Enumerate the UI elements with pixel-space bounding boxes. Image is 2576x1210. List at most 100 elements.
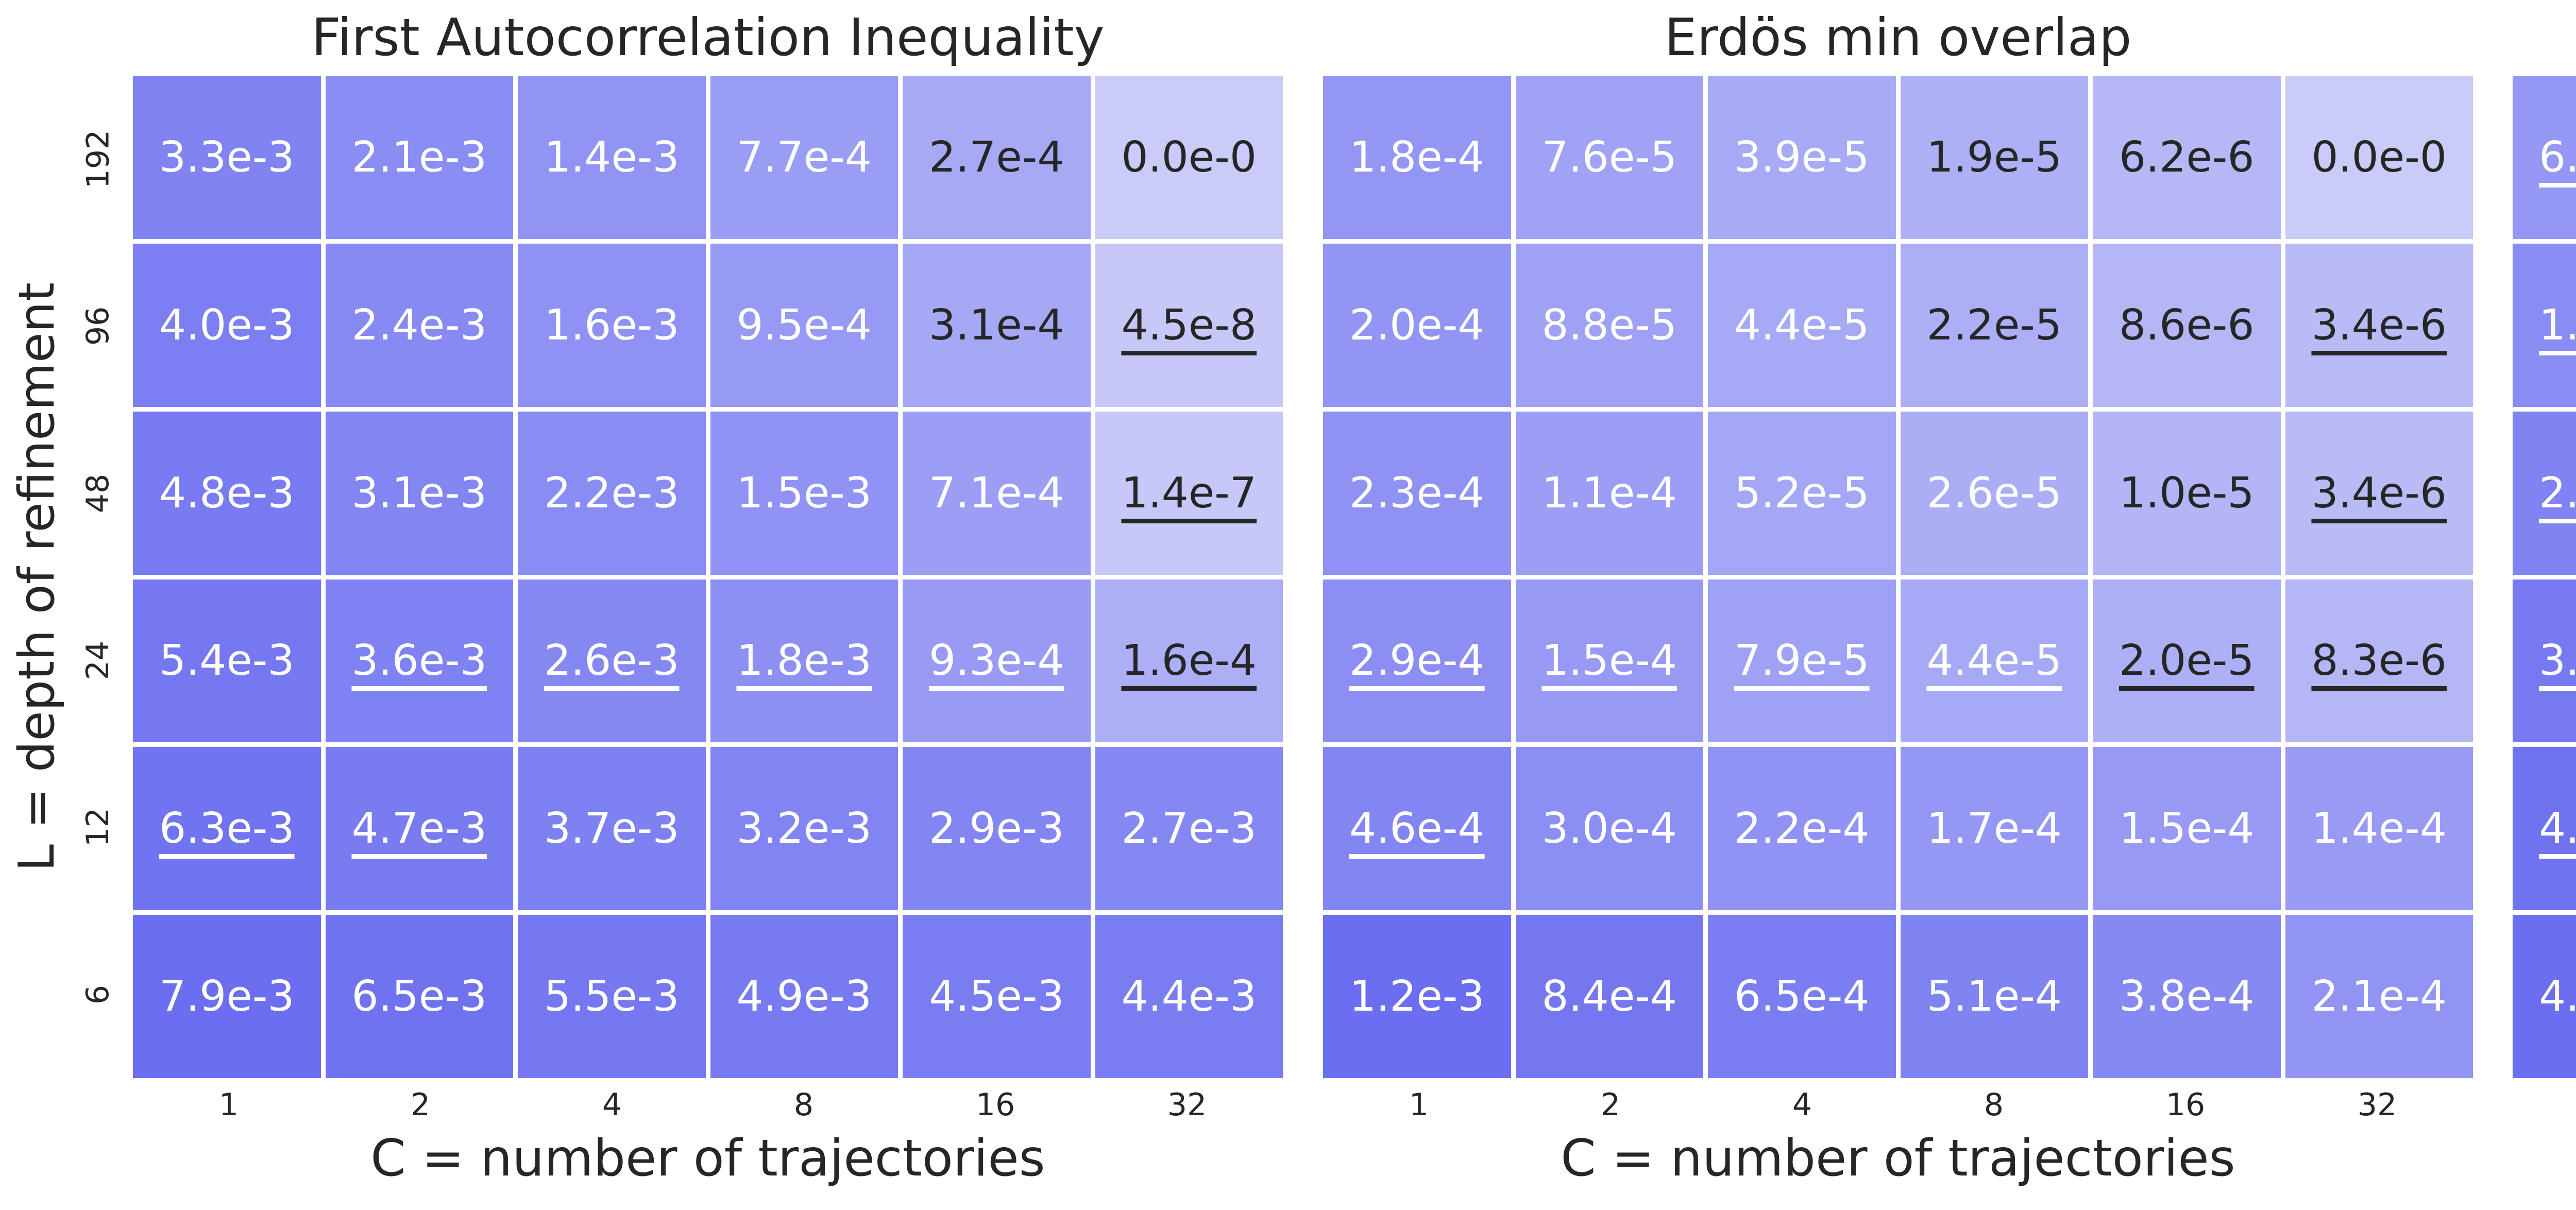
cell-value: 9.5e-4 bbox=[736, 300, 872, 350]
heatmap-cell: 3.1e-3 bbox=[325, 411, 513, 575]
heatmap-cell: 3.9e-5 bbox=[1708, 76, 1896, 239]
cell-value: 1.6e-3 bbox=[544, 300, 680, 350]
cell-value: 5.1e-4 bbox=[1926, 972, 2062, 1021]
cell-value: 3.7e-3 bbox=[544, 804, 680, 854]
x-tick-label: 1 bbox=[218, 1087, 239, 1123]
heatmap-cell: 0.0e-0 bbox=[1095, 76, 1283, 239]
cell-value: 3.4e-6 bbox=[2311, 300, 2447, 350]
cell-value: 5.5e-3 bbox=[544, 972, 680, 1021]
x-tick-label: 16 bbox=[2165, 1087, 2206, 1123]
cell-value: 4.0e-3 bbox=[159, 300, 295, 350]
heatmap-cell: 3.7e-3 bbox=[518, 747, 706, 911]
y-tick-label: 12 bbox=[79, 808, 116, 847]
x-tick-label: 16 bbox=[975, 1087, 1015, 1123]
cell-value: 1.5e-4 bbox=[1541, 636, 1677, 686]
heatmap-grid: 6.7e-13.5e-11.8e-19.6e-24.5e-20.0e-01.3e… bbox=[2513, 76, 2576, 1078]
cell-value: 3.8e-4 bbox=[2119, 972, 2255, 1021]
x-axis-label: C = number of trajectories bbox=[2513, 1129, 2576, 1188]
cell-value: 8.6e-6 bbox=[2119, 300, 2255, 350]
heatmap-cell: 2.2e-5 bbox=[1900, 243, 2088, 407]
cell-value: 1.3e-0 bbox=[2538, 300, 2576, 350]
cell-value: 8.3e-6 bbox=[2311, 636, 2447, 686]
heatmap-cell: 6.3e-3 bbox=[133, 747, 321, 911]
heatmap-cell: 1.4e-7 bbox=[1095, 411, 1283, 575]
heatmap-cell: 7.9e-3 bbox=[133, 915, 321, 1078]
heatmap-panel-first-autocorrelation: First Autocorrelation Inequality 3.3e-3 2… bbox=[133, 0, 1283, 1210]
cell-value: 2.9e-3 bbox=[928, 804, 1064, 854]
heatmap-cell: 1.3e-0 bbox=[2513, 243, 2576, 407]
cell-value: 2.9e-4 bbox=[1349, 636, 1485, 686]
x-axis-label: C = number of trajectories bbox=[370, 1129, 1045, 1188]
y-axis-ticks: 192 96 48 24 12 6 bbox=[77, 76, 118, 1078]
heatmap-cell: 3.4e-6 bbox=[2285, 243, 2473, 407]
heatmap-cell: 1.2e-3 bbox=[1323, 915, 1511, 1078]
heatmap-cell: 2.6e-3 bbox=[518, 579, 706, 743]
heatmap-cell: 2.3e-4 bbox=[1323, 411, 1511, 575]
heatmap-cell: 4.0e-3 bbox=[133, 243, 321, 407]
heatmap-cell: 1.5e-4 bbox=[2093, 747, 2281, 911]
cell-value: 4.7e-3 bbox=[351, 804, 487, 854]
y-tick-label: 48 bbox=[79, 473, 116, 513]
cell-value: 1.4e-3 bbox=[544, 132, 680, 182]
heatmap-cell: 2.2e-3 bbox=[518, 411, 706, 575]
heatmap-cell: 4.5e-3 bbox=[903, 915, 1091, 1078]
heatmap-cell: 3.1e-4 bbox=[903, 243, 1091, 407]
heatmap-cell: 4.5e-8 bbox=[1095, 243, 1283, 407]
cell-value: 8.8e-5 bbox=[1541, 300, 1677, 350]
chart-title: Kernel Optimization TriMul bbox=[2513, 7, 2576, 67]
y-tick-label: 24 bbox=[79, 640, 116, 680]
heatmap-panel-erdos-min-overlap: Erdös min overlap 1.8e-4 7.6e-5 3.9e-5 1.9e… bbox=[1323, 0, 2473, 1210]
heatmap-panel-kernel-optimization-trimul: Kernel Optimization TriMul 6.7e-13.5e-11… bbox=[2513, 0, 2576, 1210]
cell-value: 0.0e-0 bbox=[1121, 132, 1257, 182]
cell-value: 1.9e-5 bbox=[1926, 132, 2062, 182]
y-tick-label: 192 bbox=[80, 129, 116, 189]
x-tick-label: 4 bbox=[602, 1087, 622, 1123]
cell-value: 2.0e-0 bbox=[2538, 468, 2576, 518]
x-tick-label: 32 bbox=[1167, 1087, 1207, 1123]
heatmap-cell: 6.2e-6 bbox=[2093, 76, 2281, 239]
heatmap-cell: 4.8e-0 bbox=[2513, 915, 2576, 1078]
heatmap-cell: 5.5e-3 bbox=[518, 915, 706, 1078]
cell-value: 1.0e-5 bbox=[2119, 468, 2255, 518]
cell-value: 8.4e-4 bbox=[1541, 972, 1677, 1021]
cell-value: 0.0e-0 bbox=[2311, 132, 2447, 182]
heatmap-grid: 1.8e-4 7.6e-5 3.9e-5 1.9e-5 6.2e-6 0.0e-0 2.0e… bbox=[1323, 76, 2473, 1078]
x-tick-label: 2 bbox=[1600, 1087, 1621, 1123]
cell-value: 3.1e-3 bbox=[351, 468, 487, 518]
heatmap-cell: 1.9e-5 bbox=[1900, 76, 2088, 239]
heatmap-grid: 3.3e-3 2.1e-3 1.4e-3 7.7e-4 2.7e-4 0.0e-0 4.0e… bbox=[133, 76, 1283, 1078]
heatmap-cell: 2.0e-5 bbox=[2093, 579, 2281, 743]
cell-value: 3.3e-3 bbox=[159, 132, 295, 182]
cell-value: 2.2e-5 bbox=[1926, 300, 2062, 350]
cell-value: 3.2e-3 bbox=[736, 804, 872, 854]
cell-value: 9.3e-4 bbox=[928, 636, 1064, 686]
heatmap-cell: 2.2e-4 bbox=[1708, 747, 1896, 911]
cell-value: 3.4e-6 bbox=[2311, 468, 2447, 518]
cell-value: 1.8e-4 bbox=[1349, 132, 1485, 182]
cell-value: 1.4e-7 bbox=[1121, 468, 1257, 518]
heatmap-cell: 1.5e-4 bbox=[1515, 579, 1703, 743]
heatmap-cell: 3.2e-3 bbox=[710, 747, 898, 911]
heatmap-cell: 8.8e-5 bbox=[1515, 243, 1703, 407]
heatmap-cell: 2.7e-4 bbox=[903, 76, 1091, 239]
heatmap-cell: 6.7e-1 bbox=[2513, 76, 2576, 239]
cell-value: 2.1e-3 bbox=[351, 132, 487, 182]
cell-value: 2.3e-4 bbox=[1349, 468, 1485, 518]
y-axis-label: L = depth of refinement bbox=[9, 282, 65, 872]
cell-value: 1.1e-4 bbox=[1541, 468, 1677, 518]
heatmap-cell: 6.5e-3 bbox=[325, 915, 513, 1078]
cell-value: 2.1e-4 bbox=[2311, 972, 2447, 1021]
heatmap-cell: 1.6e-3 bbox=[518, 243, 706, 407]
heatmap-cell: 1.8e-3 bbox=[710, 579, 898, 743]
cell-value: 2.6e-3 bbox=[544, 636, 680, 686]
x-tick-label: 1 bbox=[1409, 1087, 1429, 1123]
heatmap-cell: 3.1e-0 bbox=[2513, 579, 2576, 743]
x-tick-label: 8 bbox=[793, 1087, 814, 1123]
x-tick-label: 1 bbox=[2513, 1087, 2576, 1123]
x-tick-label: 8 bbox=[1984, 1087, 2004, 1123]
heatmap-cell: 2.0e-0 bbox=[2513, 411, 2576, 575]
heatmap-cell: 0.0e-0 bbox=[2285, 76, 2473, 239]
